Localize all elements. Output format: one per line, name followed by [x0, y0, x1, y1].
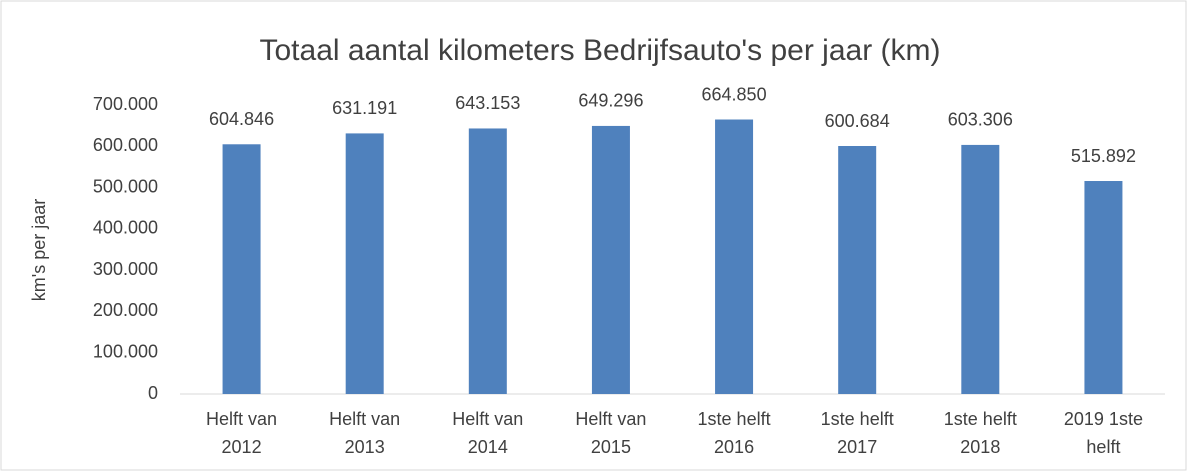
y-tick-label: 600.000 — [93, 135, 158, 155]
x-tick-line: 2019 1ste — [1064, 409, 1143, 429]
x-tick-line: helft — [1086, 437, 1120, 457]
y-axis-label: km's per jaar — [29, 199, 49, 301]
value-label: 631.191 — [332, 98, 397, 118]
x-tick-line: 2017 — [837, 437, 877, 457]
x-tick-line: 2016 — [714, 437, 754, 457]
bar — [1084, 181, 1123, 394]
x-tick-line: 1ste helft — [944, 409, 1017, 429]
value-label: 604.846 — [209, 109, 274, 129]
chart-title: Totaal aantal kilometers Bedrijfsauto's … — [259, 34, 940, 67]
x-tick-line: Helft van — [329, 409, 400, 429]
bar — [345, 133, 384, 394]
value-label: 643.153 — [455, 93, 520, 113]
value-label: 603.306 — [948, 110, 1013, 130]
value-label: 600.684 — [825, 111, 890, 131]
x-tick-line: Helft van — [575, 409, 646, 429]
x-tick-line: 2014 — [468, 437, 508, 457]
y-tick-label: 400.000 — [93, 218, 158, 238]
x-tick-line: 1ste helft — [821, 409, 894, 429]
x-tick-label: 2019 1ste helft — [1064, 409, 1143, 457]
x-tick-label: 1ste helft 2017 — [821, 409, 894, 457]
x-tick-label: 1ste helft 2018 — [944, 409, 1017, 457]
x-tick-line: 1ste helft — [698, 409, 771, 429]
value-label: 515.892 — [1071, 146, 1136, 166]
x-tick-label: Helft van 2015 — [575, 409, 646, 457]
y-tick-label: 300.000 — [93, 259, 158, 279]
x-tick-line: 2012 — [222, 437, 262, 457]
x-tick-line: 2018 — [960, 437, 1000, 457]
x-tick-label: 1ste helft 2016 — [698, 409, 771, 457]
x-tick-label: Helft van 2014 — [452, 409, 523, 457]
y-tick-label: 700.000 — [93, 94, 158, 114]
x-tick-line: 2013 — [345, 437, 385, 457]
x-tick-label: Helft van 2012 — [206, 409, 277, 457]
x-tick-line: Helft van — [452, 409, 523, 429]
value-label: 664.850 — [702, 84, 767, 104]
x-tick-label: Helft van 2013 — [329, 409, 400, 457]
x-tick-line: Helft van — [206, 409, 277, 429]
x-tick-line: 2015 — [591, 437, 631, 457]
value-label: 649.296 — [578, 91, 643, 111]
bar — [222, 144, 261, 394]
bar — [961, 144, 1000, 394]
y-tick-label: 100.000 — [93, 341, 158, 361]
bar — [715, 119, 754, 394]
bar — [468, 128, 507, 394]
y-tick-label: 200.000 — [93, 300, 158, 320]
y-tick-label: 500.000 — [93, 176, 158, 196]
bar — [838, 146, 877, 394]
bar — [591, 125, 630, 395]
y-tick-label: 0 — [148, 383, 158, 403]
